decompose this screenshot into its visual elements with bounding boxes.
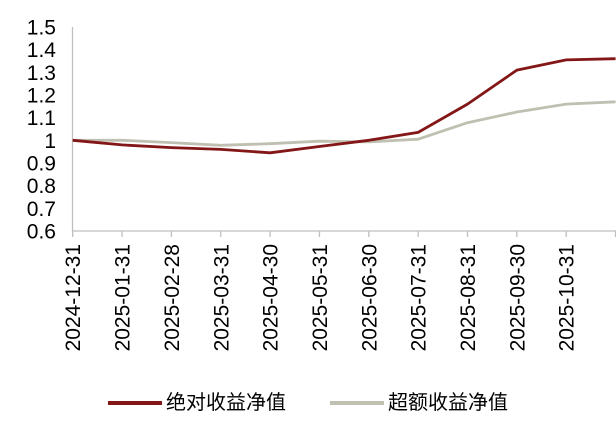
series-line-超额收益净值	[72, 100, 616, 147]
legend-label-absolute-return: 绝对收益净值	[166, 392, 286, 414]
series-line-绝对收益净值	[72, 57, 616, 155]
y-tick-label: 1	[44, 130, 56, 153]
x-tick-label: 2025-10-31	[556, 244, 579, 351]
legend-label-excess-return: 超额收益净值	[388, 392, 508, 414]
y-tick-label: 1.4	[27, 39, 57, 62]
legend-swatch-absolute-return	[108, 401, 162, 405]
legend-item-absolute-return: 绝对收益净值	[108, 393, 286, 413]
x-tick-label: 2025-06-30	[358, 244, 381, 351]
x-tick-label: 2025-04-30	[260, 244, 283, 351]
chart-legend: 绝对收益净值 超额收益净值	[0, 388, 616, 418]
x-tick-label: 2025-05-31	[309, 244, 332, 351]
x-tick-label: 2025-07-31	[408, 244, 431, 351]
y-tick-label: 0.7	[27, 198, 56, 221]
x-tick-label: 2025-08-31	[457, 244, 480, 351]
x-tick-label: 2025-03-31	[210, 244, 233, 351]
x-tick-label: 2024-12-31	[62, 244, 85, 351]
y-tick-label: 0.8	[27, 175, 56, 198]
y-tick-label: 1.3	[27, 62, 56, 85]
y-tick-label: 1.1	[27, 107, 56, 130]
y-tick-label: 1.5	[27, 17, 56, 40]
y-tick-label: 1.2	[27, 85, 56, 108]
legend-item-excess-return: 超额收益净值	[330, 393, 508, 413]
legend-swatch-excess-return	[330, 401, 384, 405]
x-tick-label: 2025-01-31	[112, 244, 135, 351]
x-tick-label: 2025-09-30	[506, 244, 529, 351]
x-tick-label: 2025-02-28	[161, 244, 184, 351]
y-tick-label: 0.9	[27, 153, 56, 176]
y-tick-label: 0.6	[27, 221, 56, 244]
